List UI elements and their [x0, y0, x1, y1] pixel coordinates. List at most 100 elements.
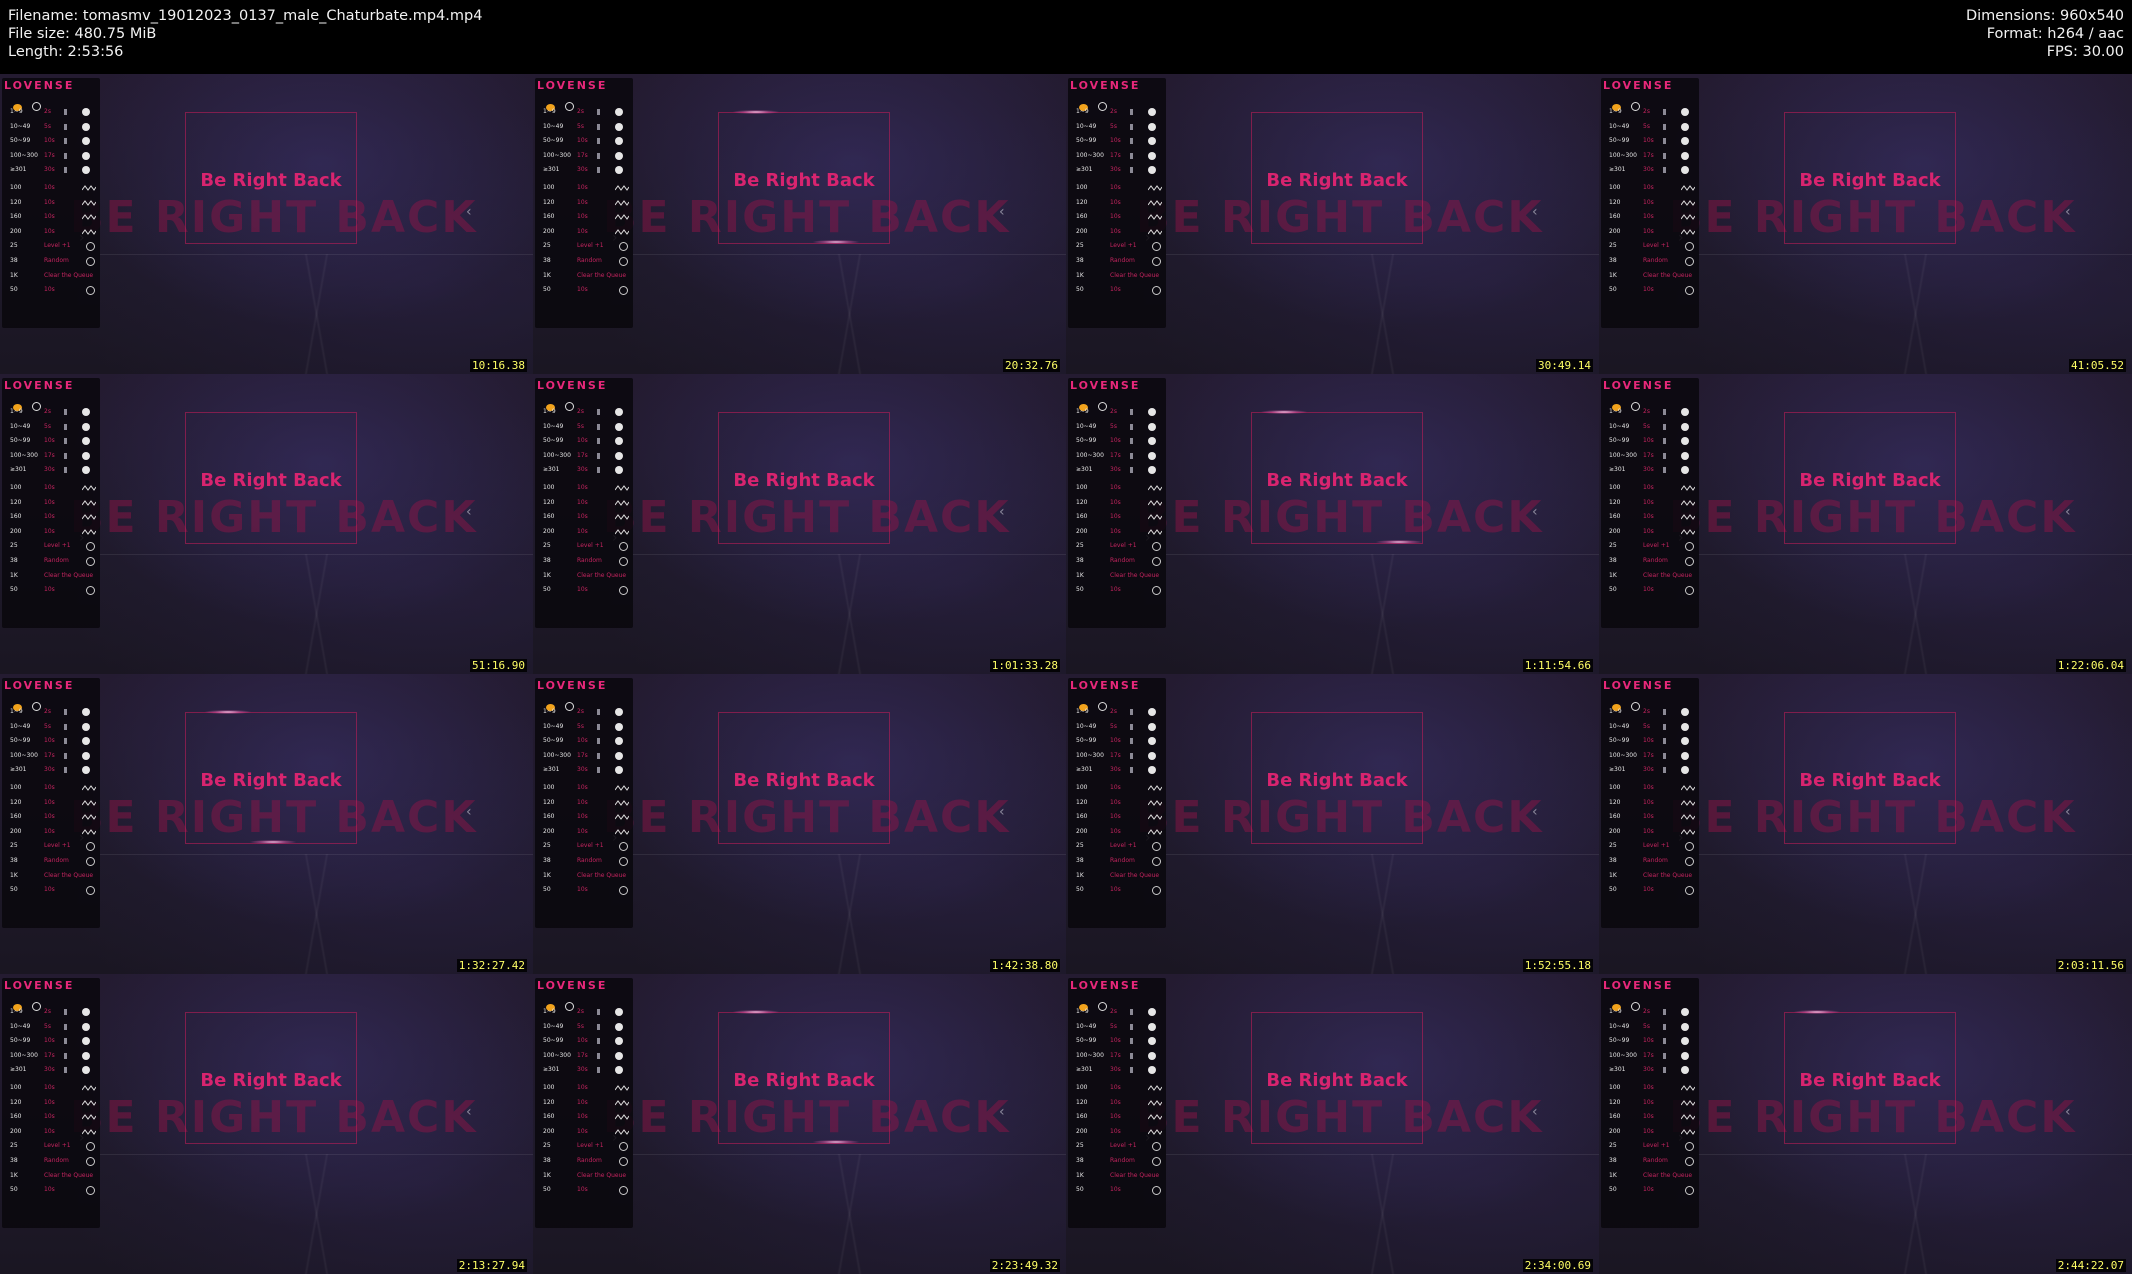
brb-frame — [718, 112, 890, 244]
tip-menu-row: 160 10s — [541, 511, 629, 523]
tip-amount: 38 — [1076, 557, 1084, 564]
tip-effect: 10s — [44, 813, 55, 821]
tip-effect: Clear the Queue — [1110, 871, 1160, 879]
tip-menu-row: 38 Random — [1607, 555, 1695, 567]
tip-amount: 1K — [543, 1171, 551, 1179]
wave-pattern-icon — [82, 1128, 96, 1135]
tip-effect: 10s — [44, 137, 55, 145]
tip-effect: 10s — [577, 886, 588, 894]
tip-amount: 120 — [1609, 498, 1621, 506]
tip-effect: 10s — [1110, 513, 1121, 521]
toy-bar-icon — [1130, 452, 1133, 459]
tip-amount: 38 — [10, 557, 18, 564]
dial-icon — [86, 557, 95, 566]
tip-amount: 100 — [1076, 484, 1088, 491]
brb-frame — [1251, 412, 1423, 544]
info-icon — [1148, 1051, 1156, 1060]
wave-pattern-icon — [1148, 499, 1162, 506]
info-icon — [615, 708, 623, 716]
tip-amount: 10~49 — [543, 1022, 564, 1030]
brb-title: Be Right Back — [1799, 1070, 1941, 1091]
wave-pattern-icon — [615, 1114, 629, 1121]
tip-amount: 10~49 — [1076, 1022, 1097, 1030]
tip-amount: 200 — [1609, 1127, 1621, 1135]
clock-icon — [565, 102, 574, 111]
info-icon — [82, 708, 90, 716]
tip-amount: 1K — [10, 871, 18, 879]
tip-menu-row: 50 10s — [1074, 584, 1162, 596]
tip-effect: 5s — [1643, 422, 1650, 430]
toy-bar-icon — [64, 1052, 67, 1059]
tip-menu-row: 100~300 17s — [1074, 150, 1162, 162]
tip-menu-row: 38 Random — [8, 1155, 96, 1167]
dial-icon — [1152, 257, 1161, 266]
tip-amount: 100 — [1076, 1084, 1088, 1091]
tip-effect: 10s — [44, 513, 55, 521]
panel-header-icons — [546, 696, 574, 715]
tip-menu-row: 50 10s — [1074, 884, 1162, 896]
chevron-left-icon: ‹ — [2065, 504, 2071, 520]
dial-icon — [619, 886, 628, 896]
toy-bar-icon — [1130, 123, 1133, 130]
tip-amount: 1K — [543, 871, 551, 879]
tip-amount: 1~9 — [1609, 708, 1622, 715]
toy-bar-icon — [64, 767, 67, 774]
wave-pattern-icon — [1681, 185, 1695, 191]
dial-icon — [1152, 857, 1161, 866]
tip-amount: 100 — [543, 1084, 555, 1091]
tip-amount: 120 — [1076, 198, 1088, 206]
info-icon — [1148, 422, 1156, 431]
tip-effect: 2s — [44, 1008, 51, 1015]
dial-icon — [1152, 1186, 1161, 1196]
info-icon — [1148, 708, 1156, 716]
tip-amount: 100~300 — [1609, 751, 1637, 759]
tip-amount: 50~99 — [1609, 137, 1630, 145]
lovense-tip-panel: LOVENSE 1~9 2s 10~49 5s 50~99 10s 100~300 17s ≥30… — [1601, 978, 1699, 1228]
info-icon — [82, 1066, 90, 1075]
info-icon — [82, 166, 90, 175]
tip-amount: 100~300 — [1076, 151, 1104, 159]
tip-effect: Random — [577, 1157, 602, 1164]
tip-effect: 10s — [1643, 286, 1654, 294]
tip-menu-row: 160 10s — [1607, 811, 1695, 823]
dial-icon — [619, 557, 628, 566]
tip-menu-row: 100 10s — [541, 482, 629, 494]
tip-menu-row: 50 10s — [1607, 584, 1695, 596]
toy-bar-icon — [1130, 467, 1133, 474]
dial-icon — [1685, 1186, 1694, 1196]
toy-bar-icon — [64, 738, 67, 745]
tip-menu-row: 50~99 10s — [541, 1035, 629, 1047]
thumbnail-timestamp: 1:22:06.04 — [2055, 659, 2126, 672]
tip-effect: 10s — [1643, 1127, 1654, 1135]
tip-amount: 120 — [10, 498, 22, 506]
tip-amount: 100 — [10, 784, 22, 791]
tip-menu-row: 1~9 2s — [1607, 406, 1695, 418]
tip-menu-row: 25 Level +1 — [8, 540, 96, 552]
tip-effect: 10s — [1110, 484, 1121, 491]
toy-bar-icon — [597, 109, 600, 115]
tip-menu-row: ≥301 30s — [1074, 1064, 1162, 1076]
tip-amount: 38 — [1076, 857, 1084, 864]
tip-effect: 5s — [1643, 1022, 1650, 1030]
tip-menu-row: 50~99 10s — [1074, 435, 1162, 447]
tip-effect: 10s — [1110, 798, 1121, 806]
tip-effect: 10s — [1643, 886, 1654, 894]
tip-effect: 10s — [1110, 137, 1121, 145]
tip-effect: 10s — [44, 1037, 55, 1045]
lovense-tip-panel: LOVENSE 1~9 2s 10~49 5s 50~99 10s 100~300 17s ≥30… — [1068, 378, 1166, 628]
tip-effect: 5s — [1643, 122, 1650, 130]
tip-effect: 10s — [1643, 198, 1654, 206]
tip-menu-row: 200 10s — [1074, 1126, 1162, 1138]
tip-amount: 50~99 — [1076, 1037, 1097, 1045]
tip-amount: 1~9 — [1076, 108, 1089, 115]
lovense-logo: LOVENSE — [1603, 979, 1674, 992]
floor-grid — [1166, 854, 1599, 974]
tip-effect: 10s — [1643, 527, 1654, 535]
token-icon — [546, 104, 555, 111]
lovense-logo: LOVENSE — [4, 679, 75, 692]
wave-pattern-icon — [1681, 514, 1695, 521]
tip-effect: Level +1 — [44, 1142, 71, 1150]
thumbnail-timestamp: 1:11:54.66 — [1522, 659, 1593, 672]
tip-menu-row: 1~9 2s — [1074, 1006, 1162, 1018]
toy-bar-icon — [1130, 723, 1133, 730]
